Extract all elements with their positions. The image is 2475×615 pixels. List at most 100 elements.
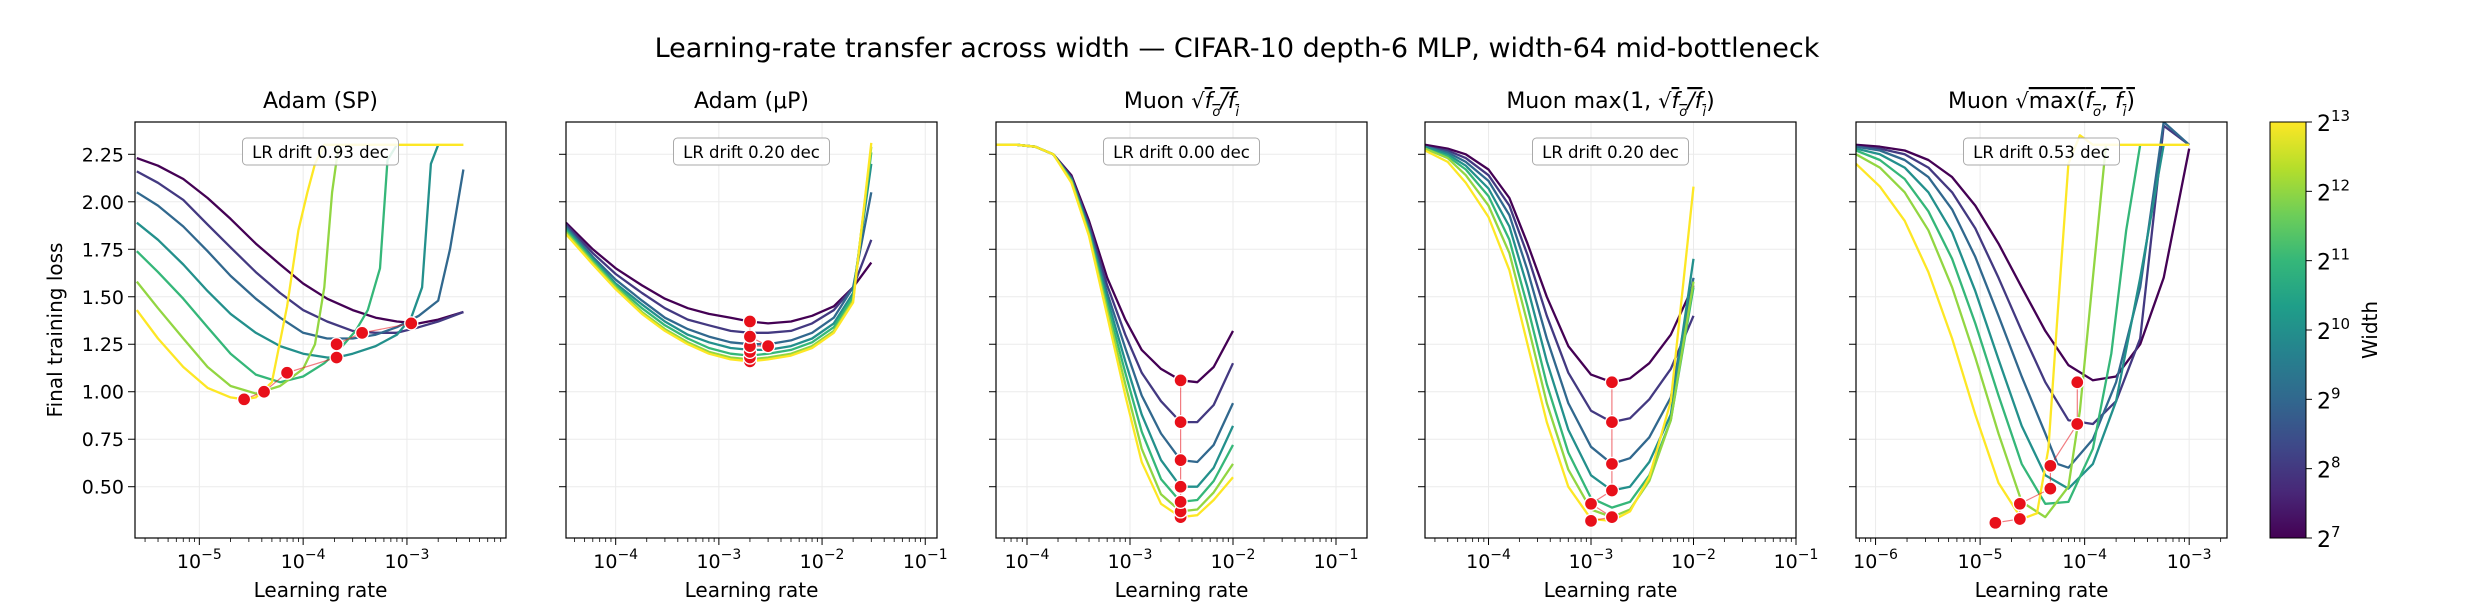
optimum-marker bbox=[1604, 456, 1620, 472]
lr-drift-annotation: LR drift 0.20 dec bbox=[673, 137, 830, 166]
colorbar-tick-label: 211 bbox=[2317, 246, 2350, 276]
lr-drift-annotation: LR drift 0.93 dec bbox=[242, 137, 399, 166]
colorbar-tick-label: 27 bbox=[2317, 523, 2341, 553]
panel-title: Muon √max(fo, fi) bbox=[1948, 89, 2135, 120]
figure-title: Learning-rate transfer across width — CI… bbox=[655, 33, 1820, 64]
x-tick-label: 10−3 bbox=[385, 547, 430, 573]
series-line bbox=[1856, 124, 2190, 426]
series-line bbox=[136, 157, 464, 325]
panels: 10−5 10−4 10−3 0.50 0.75 1.00 1.25 1.50 1.75 2.00… bbox=[82, 89, 2228, 602]
chart-panel: 10−5 10−4 10−3 0.50 0.75 1.00 1.25 1.50 1.75 2.00… bbox=[82, 89, 507, 602]
annotation-box bbox=[1532, 137, 1689, 166]
annotation-box bbox=[1103, 137, 1260, 166]
x-tick-label: 10−3 bbox=[696, 547, 741, 573]
optimum-marker bbox=[1173, 452, 1188, 468]
x-axis-label: Learning rate bbox=[1115, 578, 1249, 602]
annotation-text: LR drift 0.00 dec bbox=[1113, 143, 1250, 162]
chart-panel: 10−4 10−3 10−2 10−1 LR drift 0.00 dec Muon √f… bbox=[989, 89, 1368, 602]
series-line bbox=[1425, 147, 1695, 509]
series-line bbox=[135, 144, 398, 384]
annotation-text: LR drift 0.20 dec bbox=[683, 143, 820, 162]
optimum-marker bbox=[1173, 414, 1188, 430]
series-line bbox=[1856, 144, 2142, 505]
x-axis-label: Learning rate bbox=[1975, 578, 2109, 602]
lr-drift-annotation: LR drift 0.00 dec bbox=[1103, 137, 1260, 166]
series-group bbox=[996, 143, 1235, 519]
optimum-marker bbox=[279, 365, 295, 380]
series-line bbox=[566, 142, 873, 363]
x-axis-label: Learning rate bbox=[254, 578, 388, 602]
panel-title: Muon √fo/fi bbox=[1124, 89, 1240, 120]
optimum-marker bbox=[2043, 458, 2058, 473]
panel-title: Muon max(1, √fo/fi) bbox=[1506, 89, 1714, 120]
optimum-marker bbox=[2012, 511, 2027, 527]
axes-frame bbox=[995, 121, 1368, 539]
colorbar-tick-label: 213 bbox=[2317, 107, 2350, 137]
x-tick-label: 10−4 bbox=[281, 547, 326, 573]
colorbar-bar bbox=[2269, 121, 2307, 539]
y-tick-label: 2.25 bbox=[82, 144, 124, 166]
optimum-marker bbox=[2043, 481, 2058, 496]
optimum-marker bbox=[1173, 494, 1188, 510]
series-line bbox=[566, 146, 873, 361]
x-tick-label: 10−2 bbox=[800, 547, 845, 573]
optimum-marker bbox=[329, 350, 344, 365]
optimum-marker bbox=[1583, 513, 1599, 529]
axes-frame bbox=[134, 121, 507, 539]
y-tick-label: 0.75 bbox=[82, 429, 124, 451]
series-line bbox=[566, 192, 873, 346]
series-line bbox=[1425, 149, 1695, 523]
optimum-marker bbox=[1604, 509, 1620, 525]
optimum-marker bbox=[1604, 375, 1620, 390]
axes-frame bbox=[1424, 121, 1797, 539]
series-line bbox=[136, 144, 440, 359]
series-line bbox=[135, 143, 464, 401]
optimum-marker bbox=[1604, 414, 1620, 430]
y-axis-label: Final training loss bbox=[43, 243, 67, 418]
x-tick-label: 10−1 bbox=[1774, 547, 1819, 573]
optimum-marker bbox=[742, 314, 758, 329]
x-tick-label: 10−3 bbox=[1108, 547, 1153, 573]
series-group bbox=[1856, 122, 2191, 521]
series-line bbox=[1425, 145, 1695, 492]
series-line bbox=[1425, 147, 1695, 519]
series-group bbox=[566, 142, 873, 363]
y-tick-label: 1.25 bbox=[82, 334, 124, 356]
series-line bbox=[566, 163, 873, 352]
optimum-marker bbox=[1583, 496, 1599, 511]
colorbar-tick-label: 28 bbox=[2317, 454, 2341, 484]
panel-title: Adam (SP) bbox=[263, 89, 378, 114]
optimum-marker bbox=[1173, 479, 1188, 494]
x-tick-label: 10−5 bbox=[1958, 547, 2003, 573]
optimum-marker bbox=[354, 325, 370, 340]
x-tick-label: 10−2 bbox=[1211, 547, 1256, 573]
annotation-box bbox=[673, 137, 830, 166]
series-line bbox=[1856, 122, 2190, 469]
series-group bbox=[1425, 143, 1695, 523]
optimum-marker bbox=[329, 337, 344, 352]
axes-frame bbox=[1855, 121, 2228, 539]
colorbar-label: Width bbox=[2358, 301, 2382, 359]
y-tick-label: 0.50 bbox=[82, 477, 124, 499]
annotation-box bbox=[242, 137, 399, 166]
annotation-text: LR drift 0.93 dec bbox=[252, 143, 389, 162]
axes-frame bbox=[565, 121, 938, 539]
x-tick-label: 10−1 bbox=[1314, 547, 1359, 573]
optimum-marker bbox=[742, 329, 758, 344]
x-tick-label: 10−2 bbox=[1671, 547, 1716, 573]
colorbar-tick-label: 29 bbox=[2317, 384, 2341, 414]
series-group bbox=[135, 143, 465, 401]
x-axis-label: Learning rate bbox=[685, 578, 819, 602]
colorbar-tick-label: 212 bbox=[2317, 176, 2350, 206]
optimum-marker bbox=[2070, 416, 2085, 432]
optimum-marker bbox=[2012, 496, 2027, 511]
chart-panel: 10−6 10−5 10−4 10−3 LR drift 0.53 dec Muon √m… bbox=[1849, 89, 2228, 602]
series-line bbox=[135, 144, 340, 395]
optimum-marker bbox=[236, 392, 252, 407]
x-tick-label: 10−1 bbox=[903, 547, 948, 573]
colorbar-tick-label: 210 bbox=[2317, 315, 2350, 345]
x-tick-label: 10−4 bbox=[1005, 547, 1050, 573]
series-line bbox=[1856, 143, 2191, 382]
series-line bbox=[136, 169, 465, 340]
